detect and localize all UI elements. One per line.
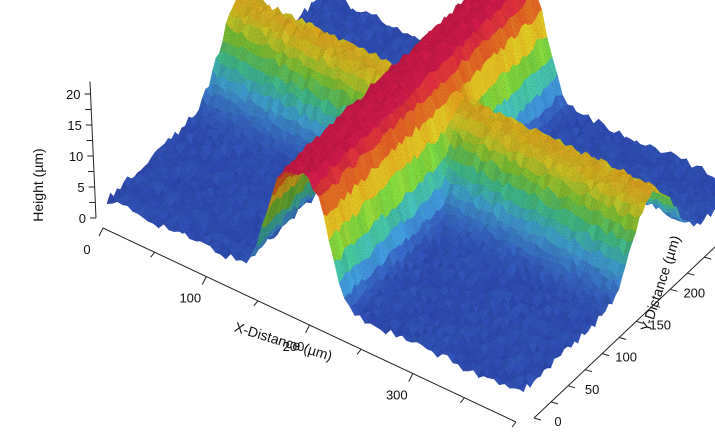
height-surface [106, 0, 715, 393]
